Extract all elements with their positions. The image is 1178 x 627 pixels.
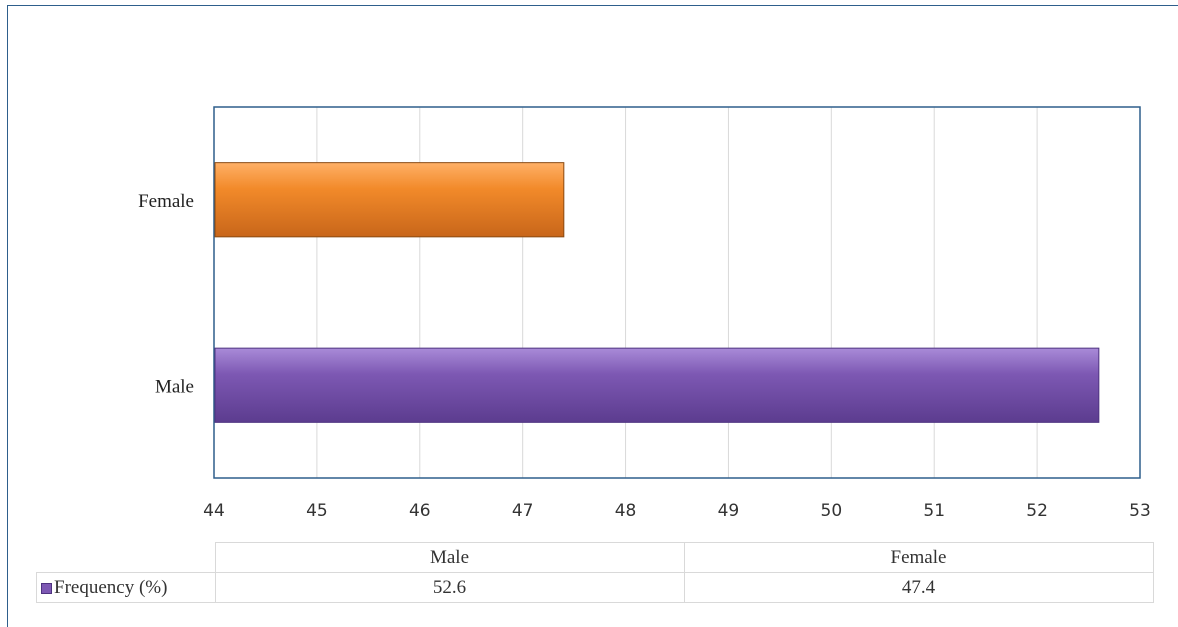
x-tick-label: 44 xyxy=(203,501,225,521)
bars xyxy=(214,162,1100,423)
x-tick-label: 46 xyxy=(409,501,431,521)
plot-area xyxy=(213,106,1141,479)
table-value-female: 47.4 xyxy=(683,572,1154,603)
bar-chart: 44 45 46 47 48 49 50 51 52 53 Male Female xyxy=(138,106,1151,521)
bar-male xyxy=(214,347,1100,423)
x-tick-label: 52 xyxy=(1026,501,1048,521)
table-value-male: 52.6 xyxy=(214,572,685,603)
table-header-female: Female xyxy=(683,542,1154,573)
x-tick-label: 51 xyxy=(923,501,945,521)
bar-female xyxy=(214,162,565,238)
x-tick-label: 49 xyxy=(718,501,740,521)
data-table: Male Female Frequency (%) 52.6 47.4 xyxy=(36,542,1154,603)
table-header-row: Male Female xyxy=(36,542,1154,573)
y-category-labels: Male Female xyxy=(138,191,194,398)
table-row: Frequency (%) 52.6 47.4 xyxy=(36,572,1154,603)
x-tick-label: 47 xyxy=(512,501,534,521)
x-tick-label: 53 xyxy=(1129,501,1151,521)
table-series-cell: Frequency (%) xyxy=(36,572,216,603)
table-series-label: Frequency (%) xyxy=(54,576,168,598)
x-tick-labels: 44 45 46 47 48 49 50 51 52 53 xyxy=(203,501,1151,521)
y-category-label: Male xyxy=(155,376,194,397)
legend-key-icon xyxy=(41,582,52,594)
x-tick-label: 50 xyxy=(821,501,843,521)
table-header-male: Male xyxy=(214,542,685,573)
x-tick-label: 45 xyxy=(306,501,328,521)
chart-frame xyxy=(7,5,1178,627)
y-category-label: Female xyxy=(138,191,194,212)
table-corner xyxy=(36,542,216,573)
x-tick-label: 48 xyxy=(615,501,637,521)
